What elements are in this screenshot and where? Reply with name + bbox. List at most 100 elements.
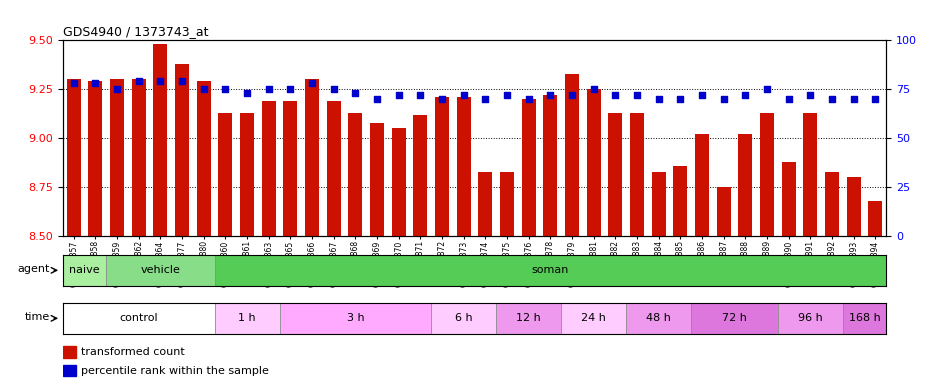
Bar (760, 113, 774, 236)
Text: time: time (25, 312, 50, 322)
Bar (782, 162, 796, 236)
Bar (175, 64, 189, 236)
Bar (609, 113, 623, 236)
Point (110, 86, 125, 92)
Text: naive: naive (69, 265, 100, 275)
Bar (651, 172, 666, 236)
Point (304, 80, 319, 86)
Point (370, 96, 385, 102)
Bar (218, 113, 232, 236)
Point (391, 92, 406, 98)
Bar (478, 172, 492, 236)
Bar (843, 303, 886, 334)
Point (868, 96, 882, 102)
Text: GDS4940 / 1373743_at: GDS4940 / 1373743_at (63, 25, 208, 38)
Text: 1 h: 1 h (239, 313, 256, 323)
Bar (673, 166, 687, 236)
Bar (262, 101, 276, 236)
Point (261, 86, 276, 92)
Bar (215, 255, 886, 286)
Point (348, 90, 363, 96)
Bar (825, 172, 839, 236)
Bar (778, 303, 843, 334)
Text: 72 h: 72 h (722, 313, 746, 323)
Bar (717, 187, 731, 236)
Bar (846, 177, 860, 236)
Text: control: control (119, 313, 158, 323)
Point (478, 96, 493, 102)
Bar (106, 255, 215, 286)
Bar (283, 101, 298, 236)
Bar (370, 122, 384, 236)
Point (782, 96, 796, 102)
Bar (522, 99, 536, 236)
Point (846, 96, 861, 102)
Text: 6 h: 6 h (455, 313, 473, 323)
Bar (305, 79, 319, 236)
Bar (215, 303, 279, 334)
Bar (327, 101, 340, 236)
Bar (349, 113, 363, 236)
Point (67, 80, 81, 86)
Point (283, 86, 298, 92)
Bar (63, 346, 76, 358)
Point (543, 92, 558, 98)
Point (435, 96, 450, 102)
Point (716, 96, 731, 102)
Bar (586, 89, 600, 236)
Bar (131, 79, 146, 236)
Point (522, 96, 536, 102)
Point (738, 92, 753, 98)
Bar (391, 128, 406, 236)
Point (824, 96, 839, 102)
Bar (431, 303, 496, 334)
Point (327, 86, 341, 92)
Bar (63, 365, 76, 376)
Point (196, 86, 211, 92)
Text: agent: agent (18, 264, 50, 274)
Text: 12 h: 12 h (516, 313, 541, 323)
Point (651, 96, 666, 102)
Point (175, 78, 190, 84)
Bar (63, 255, 106, 286)
Bar (435, 97, 449, 236)
Point (759, 86, 774, 92)
Text: 96 h: 96 h (798, 313, 822, 323)
Bar (543, 95, 558, 236)
Bar (738, 134, 752, 236)
Bar (279, 303, 431, 334)
Point (218, 86, 233, 92)
Point (88, 80, 103, 86)
Bar (630, 113, 644, 236)
Text: 24 h: 24 h (581, 313, 606, 323)
Bar (695, 134, 709, 236)
Bar (67, 79, 80, 236)
Bar (197, 81, 211, 236)
Bar (500, 172, 514, 236)
Bar (626, 303, 691, 334)
Bar (63, 303, 215, 334)
Bar (803, 113, 818, 236)
Point (630, 92, 645, 98)
Point (586, 86, 601, 92)
Text: transformed count: transformed count (80, 347, 184, 357)
Bar (496, 303, 561, 334)
Bar (240, 113, 254, 236)
Point (413, 92, 427, 98)
Bar (869, 201, 882, 236)
Bar (89, 81, 103, 236)
Bar (154, 44, 167, 236)
Point (803, 92, 818, 98)
Point (695, 92, 709, 98)
Point (500, 92, 514, 98)
Point (672, 96, 687, 102)
Point (131, 78, 146, 84)
Point (608, 92, 623, 98)
Point (153, 78, 167, 84)
Bar (457, 97, 471, 236)
Text: 48 h: 48 h (647, 313, 672, 323)
Text: 3 h: 3 h (347, 313, 364, 323)
Bar (565, 74, 579, 236)
Point (240, 90, 254, 96)
Bar (413, 115, 427, 236)
